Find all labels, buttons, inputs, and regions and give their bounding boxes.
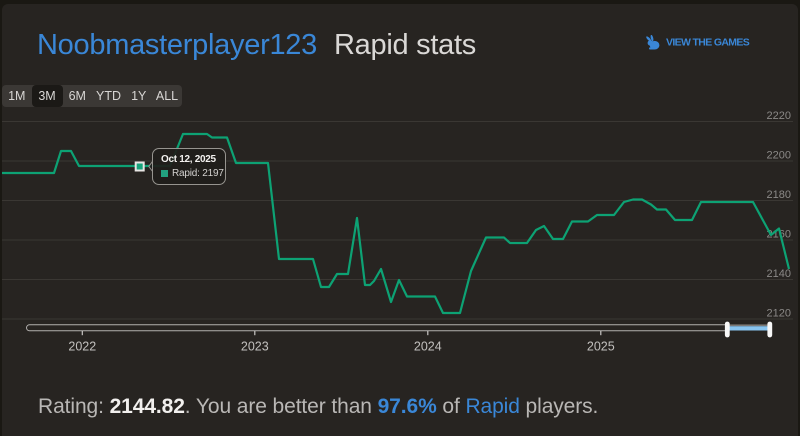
svg-text:2023: 2023 <box>241 340 269 354</box>
svg-text:2022: 2022 <box>68 340 96 354</box>
svg-text:2180: 2180 <box>767 189 791 201</box>
svg-text:2200: 2200 <box>767 150 791 162</box>
svg-text:2120: 2120 <box>767 308 791 320</box>
svg-text:2140: 2140 <box>767 268 791 280</box>
svg-text:2160: 2160 <box>767 229 791 241</box>
svg-text:2025: 2025 <box>587 340 615 354</box>
svg-text:2024: 2024 <box>414 340 442 354</box>
svg-text:2220: 2220 <box>767 110 791 122</box>
